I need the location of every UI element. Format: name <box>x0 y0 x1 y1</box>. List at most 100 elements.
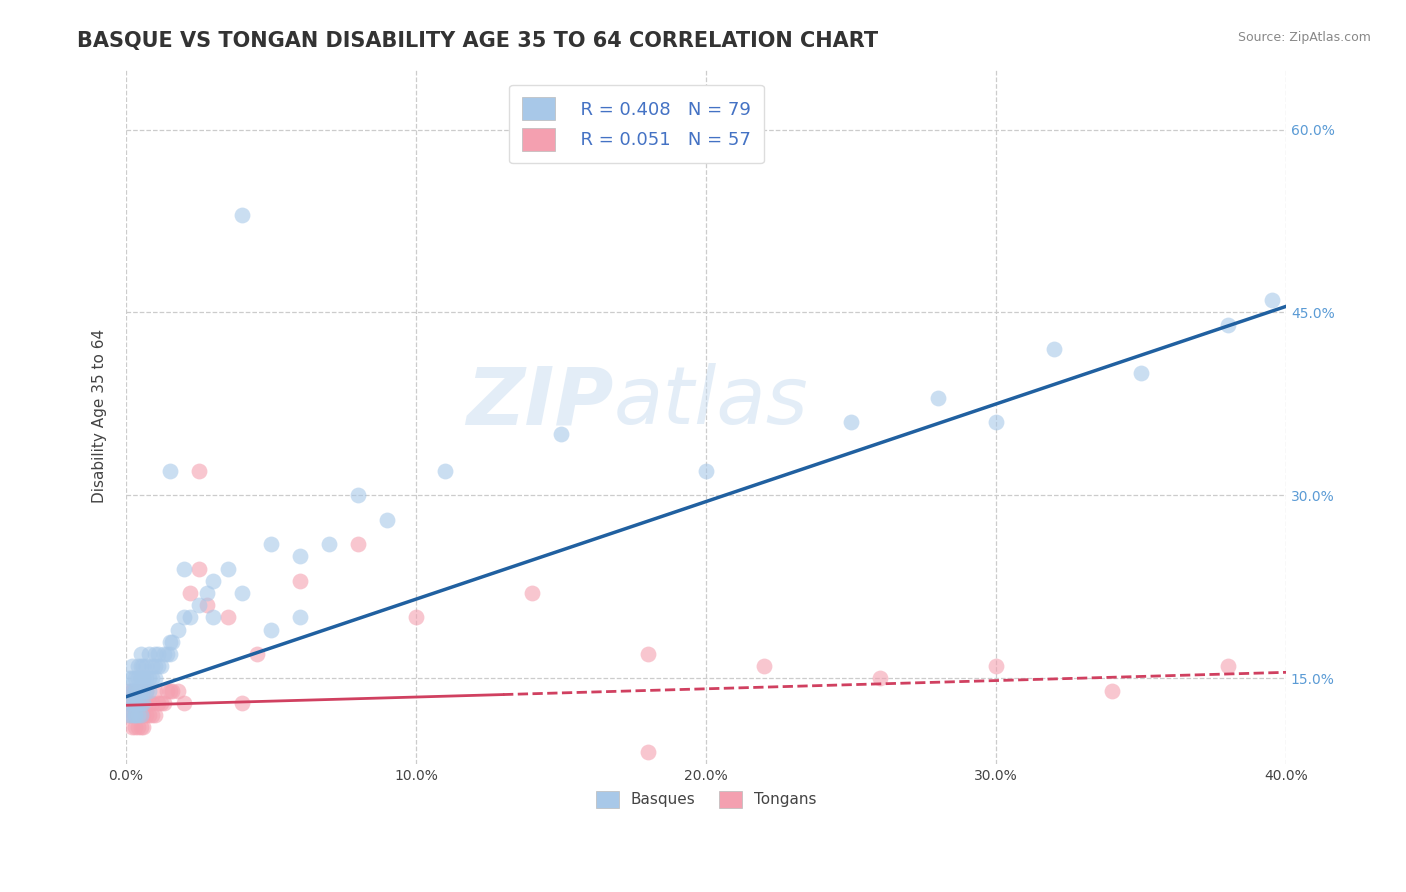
Point <box>127 683 149 698</box>
Point <box>127 659 149 673</box>
Point <box>132 696 155 710</box>
Point <box>124 708 146 723</box>
Point <box>118 683 141 698</box>
Point <box>195 599 218 613</box>
Point <box>143 683 166 698</box>
Point <box>124 672 146 686</box>
Point <box>152 647 174 661</box>
Point <box>179 586 201 600</box>
Point <box>124 696 146 710</box>
Point <box>156 683 179 698</box>
Point <box>231 696 253 710</box>
Point <box>127 696 149 710</box>
Point <box>434 464 457 478</box>
Point <box>138 683 160 698</box>
Point <box>187 561 209 575</box>
Point <box>129 672 152 686</box>
Point <box>132 696 155 710</box>
Point <box>141 672 163 686</box>
Point <box>146 659 169 673</box>
Point <box>129 708 152 723</box>
Point <box>138 672 160 686</box>
Point <box>1130 367 1153 381</box>
Point <box>637 745 659 759</box>
Point <box>347 488 370 502</box>
Point <box>984 415 1007 429</box>
Point <box>202 610 225 624</box>
Point <box>132 683 155 698</box>
Point <box>187 464 209 478</box>
Point <box>124 683 146 698</box>
Point <box>152 696 174 710</box>
Point <box>121 683 143 698</box>
Point <box>143 659 166 673</box>
Legend: Basques, Tongans: Basques, Tongans <box>588 783 824 815</box>
Point <box>159 464 181 478</box>
Point <box>162 635 184 649</box>
Point <box>118 696 141 710</box>
Point <box>118 672 141 686</box>
Point <box>129 659 152 673</box>
Point <box>149 659 172 673</box>
Point <box>124 683 146 698</box>
Point <box>318 537 340 551</box>
Point <box>217 561 239 575</box>
Point <box>118 683 141 698</box>
Point <box>159 635 181 649</box>
Point <box>138 708 160 723</box>
Point <box>135 672 157 686</box>
Point <box>375 513 398 527</box>
Text: ZIP: ZIP <box>465 363 613 442</box>
Point <box>127 696 149 710</box>
Point <box>202 574 225 588</box>
Point <box>231 208 253 222</box>
Point <box>159 683 181 698</box>
Point <box>129 683 152 698</box>
Point <box>149 696 172 710</box>
Point <box>121 696 143 710</box>
Point <box>1260 293 1282 308</box>
Point <box>124 696 146 710</box>
Point <box>520 586 543 600</box>
Point <box>984 659 1007 673</box>
Text: Source: ZipAtlas.com: Source: ZipAtlas.com <box>1237 31 1371 45</box>
Point <box>135 708 157 723</box>
Point <box>138 647 160 661</box>
Point <box>127 672 149 686</box>
Point <box>231 586 253 600</box>
Point <box>127 720 149 734</box>
Point <box>695 464 717 478</box>
Point <box>143 672 166 686</box>
Point <box>124 708 146 723</box>
Point <box>118 708 141 723</box>
Point <box>1216 659 1239 673</box>
Point <box>162 683 184 698</box>
Point <box>173 610 195 624</box>
Point <box>127 708 149 723</box>
Point <box>156 647 179 661</box>
Point <box>132 659 155 673</box>
Point <box>927 391 949 405</box>
Point <box>550 427 572 442</box>
Point <box>124 696 146 710</box>
Point <box>124 708 146 723</box>
Point <box>869 672 891 686</box>
Point <box>167 683 190 698</box>
Point <box>173 696 195 710</box>
Point <box>129 696 152 710</box>
Point <box>405 610 427 624</box>
Point <box>121 708 143 723</box>
Point <box>1043 342 1066 356</box>
Point <box>118 696 141 710</box>
Point <box>143 647 166 661</box>
Point <box>132 708 155 723</box>
Point <box>121 696 143 710</box>
Point <box>159 647 181 661</box>
Point <box>132 720 155 734</box>
Point <box>132 672 155 686</box>
Point <box>260 537 283 551</box>
Point <box>288 574 311 588</box>
Point <box>121 659 143 673</box>
Point <box>637 647 659 661</box>
Point <box>179 610 201 624</box>
